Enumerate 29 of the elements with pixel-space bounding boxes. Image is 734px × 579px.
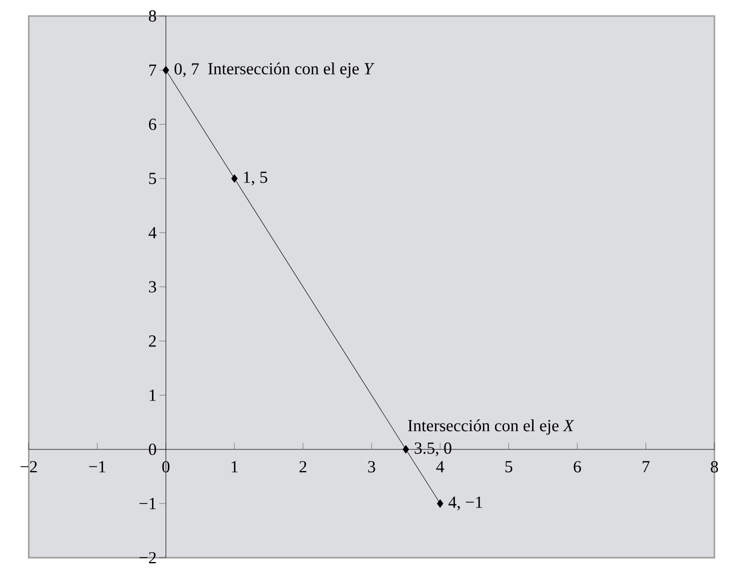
y-tick-label: 6 <box>148 118 156 130</box>
data-label: 1, 5 <box>244 172 268 186</box>
x-tick-label: 4 <box>436 461 444 472</box>
x-tick-label: 6 <box>574 461 582 473</box>
x-tick-label: 2 <box>300 461 306 472</box>
y-tick-label: 5 <box>149 173 156 184</box>
point <box>162 66 170 75</box>
y-tick-label: 2 <box>148 336 156 347</box>
y-tick-label: −2 <box>140 552 156 564</box>
point <box>231 174 238 183</box>
x-tick-label: 7 <box>642 461 650 472</box>
y-tick-label: 3 <box>149 281 156 293</box>
x-tick-label: 8 <box>710 461 718 473</box>
x-tick-label: 3 <box>368 461 376 473</box>
y-tick-label: 7 <box>149 64 156 76</box>
y-tick-label: 4 <box>148 227 156 238</box>
point <box>436 500 444 508</box>
y-tick-label: −1 <box>140 498 156 510</box>
point <box>402 445 410 454</box>
x-tick-label: 5 <box>505 461 512 473</box>
x-tick-label: −2 <box>20 461 37 472</box>
x-tick-label: −1 <box>89 461 106 472</box>
annotation: Intersección con el eje Y <box>208 62 374 78</box>
data-label: 4, −1 <box>448 496 482 511</box>
y-tick-label: 8 <box>148 10 156 22</box>
data-label: 0, 7 <box>174 63 199 78</box>
x-tick-label: 1 <box>232 461 238 472</box>
annotation: Intersección con el eje X <box>408 420 574 435</box>
y-tick-label: 1 <box>150 390 156 401</box>
